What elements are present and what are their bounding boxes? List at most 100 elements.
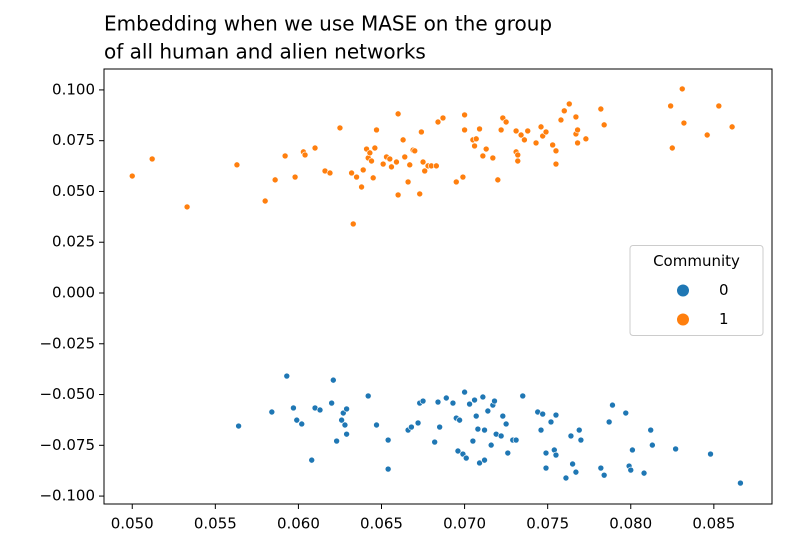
point: [271, 176, 279, 184]
point: [680, 119, 688, 127]
point: [484, 407, 492, 415]
point: [707, 450, 714, 458]
chart-title-line: Embedding when we use MASE on the group: [104, 12, 552, 36]
point: [452, 178, 460, 186]
point: [443, 394, 450, 402]
point: [547, 418, 555, 426]
point: [364, 392, 372, 400]
point: [482, 145, 490, 153]
point: [461, 111, 468, 119]
point: [597, 105, 605, 113]
point: [333, 437, 340, 445]
point: [233, 161, 241, 169]
point: [539, 410, 546, 418]
point: [456, 416, 463, 424]
point: [737, 479, 744, 487]
point: [298, 420, 306, 428]
point: [552, 451, 560, 459]
point: [502, 420, 510, 428]
point: [406, 161, 414, 169]
point: [416, 190, 424, 198]
point: [672, 445, 679, 453]
point: [609, 401, 616, 409]
point: [128, 172, 136, 180]
point: [466, 400, 473, 408]
x-tick-label: 0.085: [692, 515, 735, 533]
point: [502, 118, 510, 126]
point: [183, 203, 191, 211]
point: [600, 471, 608, 479]
point: [472, 412, 480, 420]
point: [461, 388, 468, 396]
y-tick-label: −0.050: [39, 385, 95, 403]
legend-marker: [677, 284, 689, 297]
point: [349, 220, 357, 228]
point: [434, 118, 442, 126]
point: [308, 456, 316, 464]
point: [439, 114, 447, 122]
point: [565, 100, 573, 108]
point: [703, 131, 711, 139]
point: [393, 158, 400, 166]
point: [461, 126, 468, 134]
point: [667, 102, 674, 110]
point: [647, 426, 654, 434]
point: [552, 411, 560, 419]
legend-label: 0: [719, 281, 729, 299]
point: [572, 468, 580, 476]
point: [371, 144, 379, 152]
point: [373, 126, 380, 134]
point: [512, 127, 520, 135]
point: [328, 399, 335, 407]
point: [582, 135, 590, 143]
point: [449, 399, 457, 407]
point: [419, 158, 427, 166]
point: [471, 142, 478, 150]
point: [575, 426, 583, 434]
legend-box: [629, 245, 764, 336]
point: [524, 127, 532, 135]
y-tick-label: 0.000: [52, 283, 95, 301]
point: [414, 419, 422, 427]
point: [605, 418, 613, 426]
point: [497, 432, 505, 440]
point: [469, 437, 477, 445]
point: [597, 464, 605, 472]
point: [394, 191, 402, 199]
point: [311, 144, 319, 152]
point: [622, 409, 630, 417]
y-tick-label: −0.025: [39, 334, 95, 352]
y-tick-label: 0.050: [52, 182, 95, 200]
point: [366, 149, 374, 157]
point: [471, 396, 478, 404]
point: [572, 113, 580, 121]
point: [560, 107, 568, 115]
point: [557, 116, 565, 124]
point: [421, 167, 429, 175]
point: [574, 126, 581, 134]
point: [512, 436, 520, 444]
point: [386, 155, 394, 163]
point: [373, 421, 380, 429]
point: [358, 183, 365, 191]
point: [434, 398, 442, 406]
point: [394, 110, 402, 118]
point: [728, 123, 736, 131]
point: [268, 408, 276, 416]
y-tick-label: −0.100: [39, 487, 95, 505]
point: [281, 152, 289, 160]
x-tick-label: 0.080: [609, 515, 652, 533]
point: [433, 162, 440, 170]
point: [459, 173, 467, 181]
point: [552, 147, 560, 155]
point: [532, 139, 540, 147]
point: [343, 430, 350, 438]
y-tick-label: 0.075: [52, 131, 95, 149]
point: [494, 176, 502, 184]
point: [542, 464, 550, 472]
point: [341, 421, 349, 429]
point: [481, 426, 488, 434]
point: [401, 153, 409, 161]
point: [419, 397, 427, 405]
point: [552, 160, 560, 168]
